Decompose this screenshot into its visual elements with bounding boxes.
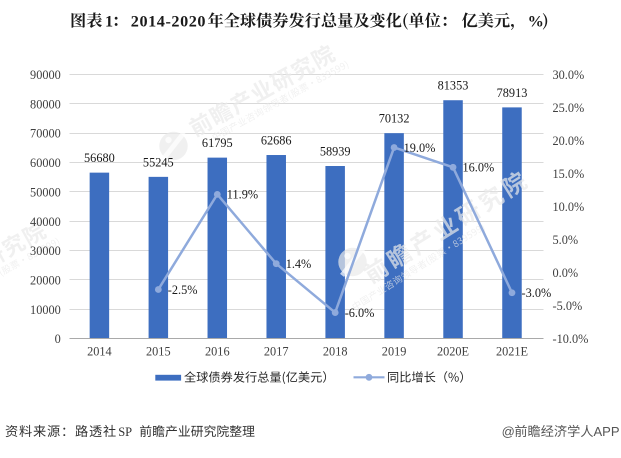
svg-text:61795: 61795 xyxy=(202,136,233,150)
svg-text:-5.0%: -5.0% xyxy=(553,299,583,313)
svg-text:1: 1 xyxy=(105,12,113,30)
svg-text:30000: 30000 xyxy=(30,244,61,258)
svg-text:2020E: 2020E xyxy=(437,345,469,359)
svg-text:20.0%: 20.0% xyxy=(553,134,585,148)
svg-text:58939: 58939 xyxy=(320,145,351,159)
svg-text:2014-2020: 2014-2020 xyxy=(131,12,206,30)
svg-text:50000: 50000 xyxy=(30,185,61,199)
svg-text:2017: 2017 xyxy=(264,345,289,359)
svg-text:-6.0%: -6.0% xyxy=(345,306,375,320)
svg-text:%: % xyxy=(528,12,544,30)
svg-text:70132: 70132 xyxy=(379,112,410,126)
svg-text:-2.5%: -2.5% xyxy=(168,283,198,297)
svg-text:2021E: 2021E xyxy=(496,345,528,359)
svg-text:15.0%: 15.0% xyxy=(553,167,585,181)
svg-text:2018: 2018 xyxy=(323,345,348,359)
svg-text:90000: 90000 xyxy=(30,68,61,82)
svg-text:30.0%: 30.0% xyxy=(553,68,585,82)
svg-text:1.4%: 1.4% xyxy=(286,257,312,271)
svg-text:10000: 10000 xyxy=(30,303,61,317)
svg-text:-3.0%: -3.0% xyxy=(522,286,552,300)
svg-text:5.0%: 5.0% xyxy=(553,233,579,247)
svg-text:APP: APP xyxy=(594,424,620,439)
svg-text:@: @ xyxy=(502,424,515,439)
svg-text:55245: 55245 xyxy=(143,155,174,169)
svg-text:11.9%: 11.9% xyxy=(227,188,258,202)
svg-text:81353: 81353 xyxy=(438,79,469,93)
svg-text:10.0%: 10.0% xyxy=(553,200,585,214)
svg-text:0: 0 xyxy=(55,332,61,346)
svg-text:20000: 20000 xyxy=(30,274,61,288)
svg-text:16.0%: 16.0% xyxy=(463,161,495,175)
svg-text:78913: 78913 xyxy=(497,86,528,100)
svg-text:2015: 2015 xyxy=(146,345,171,359)
svg-text:56680: 56680 xyxy=(84,151,115,165)
svg-text:2016: 2016 xyxy=(205,345,230,359)
svg-text:SP: SP xyxy=(118,425,132,439)
svg-text:40000: 40000 xyxy=(30,215,61,229)
svg-text:70000: 70000 xyxy=(30,127,61,141)
svg-text:19.0%: 19.0% xyxy=(404,141,436,155)
svg-text:25.0%: 25.0% xyxy=(553,101,585,115)
svg-text:0.0%: 0.0% xyxy=(553,266,579,280)
svg-text:2019: 2019 xyxy=(382,345,407,359)
svg-text:-10.0%: -10.0% xyxy=(553,332,589,346)
svg-text:2014: 2014 xyxy=(87,345,112,359)
svg-text:80000: 80000 xyxy=(30,97,61,111)
svg-text:60000: 60000 xyxy=(30,156,61,170)
svg-text:62686: 62686 xyxy=(261,134,292,148)
